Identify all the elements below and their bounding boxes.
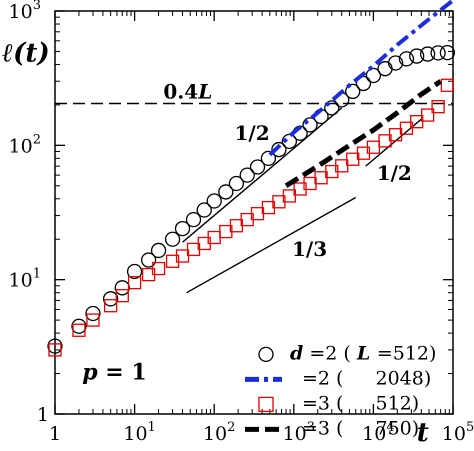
y-tick-label: 1 [37,404,49,426]
data-point-square [431,100,445,114]
data-point-square [151,261,166,276]
data-point-circle [71,318,87,334]
legend-symbol-circle [258,346,274,363]
data-point-circle [164,231,181,247]
x-tick-label: 104 [362,420,394,445]
data-point-circle [419,46,436,62]
data-point-circle [260,150,277,167]
plot-frame [54,10,454,415]
data-series [47,0,456,357]
data-point-square [86,313,100,327]
reference-line-group: 0.4L [55,80,453,105]
slope-guide-line [186,196,357,294]
series-line [284,79,443,188]
series-2 [48,78,455,357]
data-point-circle [239,167,255,183]
data-point-circle [196,202,212,218]
y-axis-label: ℓ(t) [2,38,50,68]
legend-entry-label: =3 ( 750) [302,417,419,439]
x-tick-label: 102 [203,420,235,445]
data-point-circle [150,242,167,259]
data-point-circle [377,61,393,77]
series-0 [47,44,456,354]
x-tick-label: 1 [49,423,61,445]
data-point-square [115,289,129,303]
series-line [268,0,455,157]
p-value: = 1 [98,360,147,386]
data-point-circle [249,159,266,175]
data-point-circle [47,338,63,354]
data-point-circle [439,44,456,61]
data-point-circle [185,211,202,228]
slope-label: 1/2 [235,121,270,145]
data-point-circle [302,117,318,133]
legend-entry-label: =2 ( 2048) [302,367,431,389]
data-point-circle [126,263,143,280]
data-point-square [282,189,297,203]
p-symbol: p [82,360,98,386]
data-point-circle [430,45,446,61]
data-point-circle [271,141,287,158]
data-point-circle [345,83,361,100]
data-point-square [165,254,180,268]
slope-label: 1/3 [292,237,327,261]
x-tick-label: 103 [283,420,315,445]
data-point-square [48,343,62,357]
y-tick-label: 103 [9,0,41,23]
data-point-circle [174,220,191,237]
data-point-circle [102,291,119,307]
data-point-circle [218,184,234,200]
data-point-circle [409,48,425,64]
data-point-circle [398,51,415,67]
data-point-circle [324,100,340,116]
data-point-circle [228,175,245,192]
series-1 [268,0,455,157]
data-point-square [420,108,435,122]
legend: d =2 ( L =512) =2 ( 2048) =3 ( 512) =3 ( 75… [245,342,436,439]
x-tick-label: 101 [123,420,155,445]
legend-entry-label: d =2 ( L =512) [290,342,436,364]
slope-guides: 1/2 1/3 1/2 [182,107,422,294]
data-point-square [103,299,118,313]
legend-symbol-square [258,396,274,413]
data-point-circle [140,252,157,268]
data-point-square [72,323,86,337]
slope-label: 1/2 [377,161,412,185]
y-tick-label: 101 [9,267,41,292]
data-point-circle [206,193,222,209]
x-tick-label: 105 [442,420,474,445]
x-axis-label: t [417,418,429,448]
data-point-square [127,276,142,290]
data-point-circle [85,305,101,322]
y-tick-label: 102 [9,132,41,157]
data-point-circle [114,280,130,296]
data-point-circle [387,55,404,71]
axes: 1 101 102 103 104 105 1 101 102 103 [9,0,474,445]
data-point-square [440,78,455,92]
legend-entry-label: =3 ( 512) [302,392,419,414]
series-3 [284,79,443,188]
p-parameter-annotation: p = 1 [82,360,146,386]
reference-line-label: 0.4L [163,80,212,104]
